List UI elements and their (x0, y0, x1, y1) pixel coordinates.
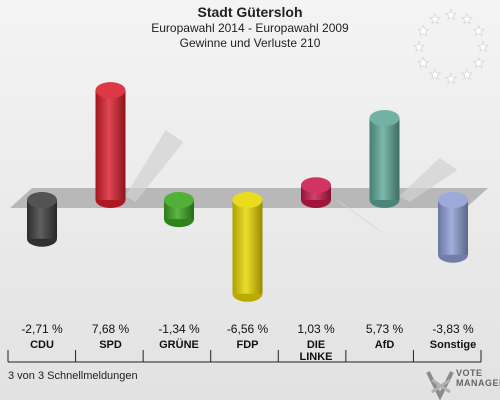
star-icon (472, 56, 485, 69)
bar-bottom-fill (164, 211, 194, 220)
status-text: 3 von 3 Schnellmeldungen (8, 370, 138, 382)
star-icon (412, 40, 426, 53)
bar-die-linke (301, 177, 389, 238)
bar-top-cap (438, 192, 468, 208)
bar-shadow (331, 196, 389, 238)
star-icon (460, 68, 474, 80)
chart-subtitle-1: Europawahl 2014 - Europawahl 2009 (151, 21, 349, 35)
star-icon (460, 12, 474, 25)
bar-afd (369, 110, 458, 208)
bar-sonstige (438, 192, 468, 263)
bar-top-cap (232, 192, 263, 208)
chart-header: Stadt Gütersloh Europawahl 2014 - Europa… (0, 4, 500, 51)
bar-bottom-fill (232, 285, 263, 294)
vote-manager-logo (426, 371, 454, 400)
bar-bottom-fill (438, 246, 468, 255)
value-label: 7,68 % (92, 322, 130, 336)
star-icon (444, 72, 458, 85)
eu-stars-icon (412, 8, 490, 85)
chart-subtitle-2: Gewinne und Verluste 210 (179, 36, 321, 50)
chart-title: Stadt Gütersloh (197, 4, 303, 20)
star-icon (417, 56, 430, 69)
logo-line-1: VOTE (456, 368, 483, 378)
bar-top-cap (301, 177, 331, 194)
bar-body (95, 90, 126, 200)
value-label: -2,71 % (21, 322, 63, 336)
bar-top-cap (95, 82, 126, 99)
category-label: AfD (375, 339, 395, 351)
bar-cdu (27, 192, 57, 247)
star-icon (476, 40, 490, 53)
category-label: GRÜNE (159, 338, 199, 351)
bar-shadow (125, 130, 184, 202)
value-label: 5,73 % (366, 322, 404, 336)
star-icon (417, 24, 430, 37)
bar-bottom-fill (95, 192, 126, 200)
value-label: -1,34 % (158, 322, 200, 336)
category-label: FDP (237, 339, 259, 351)
bar-top-cap (164, 192, 194, 208)
value-label: -3,83 % (432, 322, 474, 336)
bar-body (438, 200, 468, 255)
logo-text: VOTE MANAGER (456, 368, 500, 388)
category-label: DIE (307, 339, 325, 351)
star-icon (428, 68, 442, 80)
star-icon (444, 8, 458, 21)
bar-body (232, 200, 263, 294)
logo-line-2: MANAGER (456, 378, 500, 388)
value-label: 1,03 % (297, 322, 335, 336)
value-label: -6,56 % (227, 322, 269, 336)
bar-bottom-fill (369, 192, 400, 200)
bar-shadow (399, 158, 458, 202)
bar-body (369, 118, 400, 200)
bar-bottom-fill (301, 192, 331, 200)
bars-group (27, 82, 468, 302)
category-label: SPD (99, 339, 122, 351)
value-labels-group: -2,71 % 7,68 % -1,34 % -6,56 % 1,03 % 5,73 % -… (21, 322, 474, 336)
star-icon (472, 24, 485, 37)
category-label: Sonstige (430, 339, 476, 351)
bar-top-cap (369, 110, 400, 127)
category-label: LINKE (300, 351, 333, 363)
bar-top-cap (27, 192, 57, 208)
category-label: CDU (30, 339, 54, 351)
star-icon (428, 12, 442, 25)
bar-grüne (164, 192, 194, 228)
bar-fdp (232, 192, 263, 302)
bar-bottom-fill (27, 230, 57, 239)
bar-spd (95, 82, 184, 208)
